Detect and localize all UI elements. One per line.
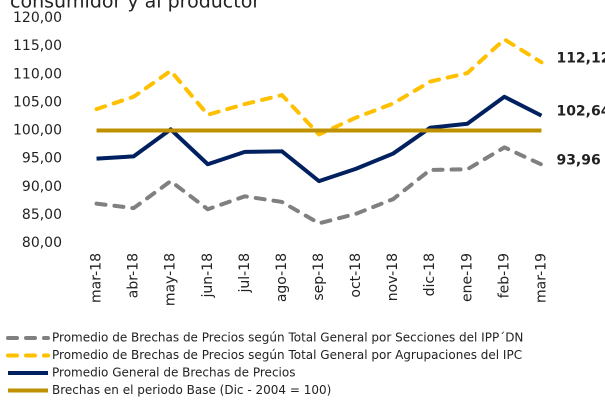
x-tick-label: may-18 [163,253,179,306]
y-tick-label: 115,00 [13,38,62,54]
x-tick-label: nov-18 [385,253,401,301]
x-tick-label: jul-18 [237,253,253,294]
x-tick-label: abr-18 [126,253,142,298]
x-tick-label: ago-18 [274,253,290,302]
legend-label: Promedio de Brechas de Precios según Tot… [52,348,522,362]
y-tick-label: 80,00 [22,235,62,251]
y-tick-label: 85,00 [22,207,62,223]
x-tick-label: ene-19 [459,253,475,302]
data-label: 93,96 [556,152,600,168]
x-tick-label: feb-19 [496,253,512,298]
series-line [94,145,544,226]
y-tick-label: 95,00 [22,151,62,167]
y-tick-label: 120,00 [13,10,62,26]
x-tick-label: mar-19 [533,253,549,303]
legend-label: Promedio General de Brechas de Precios [52,366,295,380]
legend-label: Brechas en el periodo Base (Dic - 2004 =… [52,383,331,397]
x-tick-label: dic-18 [422,253,438,296]
x-tick-label: sep-18 [311,253,327,301]
y-tick-label: 100,00 [13,123,62,139]
x-tick-label: oct-18 [348,253,364,298]
series-line [96,94,543,184]
x-tick-label: mar-18 [89,253,105,303]
data-label: 102,64 [556,104,605,120]
legend-label: Promedio de Brechas de Precios según Tot… [52,331,523,345]
series-line [94,37,544,137]
data-label: 112,12 [556,50,605,66]
x-tick-label: jun-18 [200,253,216,299]
y-tick-label: 110,00 [13,66,62,82]
y-tick-label: 105,00 [13,94,62,110]
y-tick-label: 90,00 [22,179,62,195]
chart-title: consumidor y al productor [10,0,260,13]
